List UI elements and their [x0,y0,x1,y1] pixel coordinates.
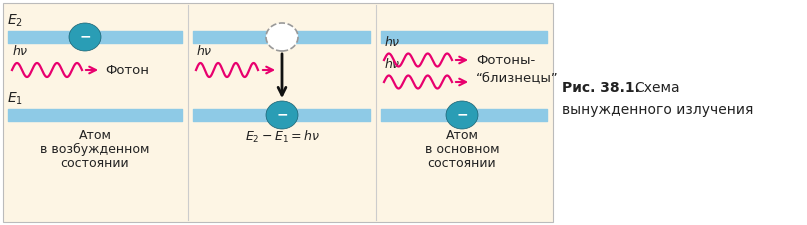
Text: состоянии: состоянии [61,157,129,170]
Ellipse shape [266,23,298,51]
Text: Атом: Атом [445,129,479,142]
Text: состоянии: состоянии [428,157,496,170]
Text: в возбужденном: в возбужденном [40,143,150,156]
Text: −: − [456,107,468,121]
Text: −: − [276,107,288,121]
Text: Фотоны-
“близнецы”: Фотоны- “близнецы” [476,54,558,84]
Text: $E_2$: $E_2$ [7,13,23,29]
Text: Схема: Схема [634,81,679,95]
Ellipse shape [69,23,101,51]
Text: $h\nu$: $h\nu$ [12,44,28,58]
Text: $h\nu$: $h\nu$ [196,44,212,58]
Text: Атом: Атом [78,129,111,142]
Ellipse shape [446,101,478,129]
Ellipse shape [266,101,298,129]
Text: $h\nu$: $h\nu$ [384,57,400,71]
Text: $E_1$: $E_1$ [7,91,23,107]
Text: $h\nu$: $h\nu$ [384,35,400,49]
Text: −: − [79,29,91,43]
Text: Рис. 38.1.: Рис. 38.1. [562,81,640,95]
FancyBboxPatch shape [3,3,553,222]
Text: $E_2-E_1=h\nu$: $E_2-E_1=h\nu$ [245,129,320,145]
Text: в основном: в основном [424,143,500,156]
Text: вынужденного излучения: вынужденного излучения [562,103,754,117]
Text: Фотон: Фотон [105,63,149,76]
